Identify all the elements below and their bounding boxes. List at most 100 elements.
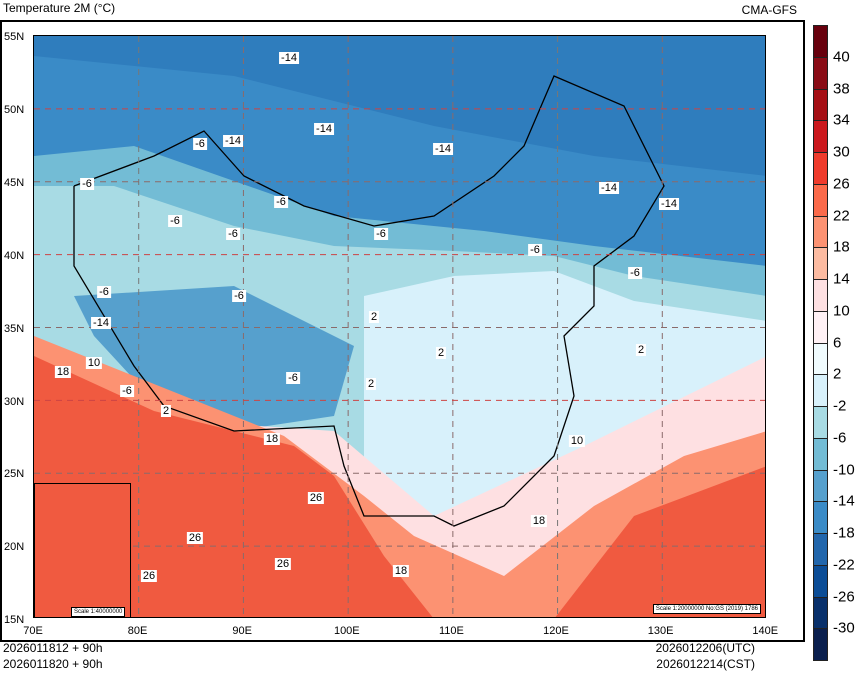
contour-label: -6 xyxy=(628,267,642,279)
colorbar-swatch xyxy=(813,56,828,90)
contour-label: -6 xyxy=(226,228,240,240)
colorbar-swatch xyxy=(813,247,828,280)
contour-label: 10 xyxy=(568,435,586,447)
valid-time-utc: 2026012206(UTC) xyxy=(655,641,755,655)
colorbar-label: -2 xyxy=(833,397,847,415)
contour-label: -6 xyxy=(120,385,134,397)
contour-label: -14 xyxy=(91,317,111,329)
colorbar-swatch xyxy=(813,533,828,566)
colorbar-label: -6 xyxy=(833,429,847,447)
contour-label: -6 xyxy=(168,215,182,227)
colorbar-label: 14 xyxy=(833,270,850,288)
colorbar-swatch xyxy=(813,628,828,661)
colorbar-label: 10 xyxy=(833,302,850,320)
contour-label: 2 xyxy=(435,347,447,359)
contour-label: -14 xyxy=(223,135,243,147)
latitude-label: 45N xyxy=(4,176,25,189)
colorbar-swatch xyxy=(813,437,828,471)
inset-scale: Scale 1:40000000 xyxy=(71,607,126,617)
colorbar-swatch xyxy=(813,152,828,185)
colorbar-swatch xyxy=(813,501,828,534)
contour-label: 18 xyxy=(263,433,281,445)
zone-26-east xyxy=(555,466,765,617)
map-scale-note: Scale 1:20000000 No:GS (2019) 1786 xyxy=(652,604,761,614)
colorbar-swatch xyxy=(813,342,828,376)
tibet-cold-zone xyxy=(74,286,354,431)
colorbar-label: 40 xyxy=(833,48,850,66)
contour-label: 2 xyxy=(368,311,380,323)
temperature-field xyxy=(34,36,765,617)
longitude-label: 80E xyxy=(127,625,148,637)
contour-label: -6 xyxy=(286,372,300,384)
valid-time-cst: 2026012214(CST) xyxy=(656,657,755,671)
init-time-utc: 2026011812 + 90h xyxy=(3,641,103,655)
latitude-label: 15N xyxy=(4,614,25,627)
contour-label: 2 xyxy=(635,344,647,356)
longitude-label: 120E xyxy=(543,625,569,637)
colorbar-label: -30 xyxy=(833,619,855,637)
contour-label: 2 xyxy=(365,378,377,390)
contour-label: -6 xyxy=(80,178,94,190)
contour-label: 2 xyxy=(160,405,172,417)
contour-label: -14 xyxy=(433,143,453,155)
contour-label: -14 xyxy=(314,123,334,135)
contour-label: 18 xyxy=(54,366,72,378)
longitude-label: 130E xyxy=(647,625,674,637)
colorbar-label: -14 xyxy=(833,492,855,510)
latitude-label: 20N xyxy=(4,541,25,554)
colorbar-swatch xyxy=(813,120,828,153)
longitude-label: 100E xyxy=(333,625,360,637)
china-border xyxy=(73,75,665,527)
colorbar-swatch xyxy=(813,183,828,217)
colorbar-swatch xyxy=(813,406,828,439)
colorbar-label: 26 xyxy=(833,175,850,193)
contour-label: 10 xyxy=(85,357,103,369)
init-time-cst: 2026011820 + 90h xyxy=(3,657,103,671)
colorbar-swatch xyxy=(813,25,828,58)
contour-label: 26 xyxy=(186,532,204,544)
colorbar-label: -22 xyxy=(833,556,855,574)
temperature-map: Scale 1:40000000 Scale 1:20000000 No:GS … xyxy=(33,35,766,618)
map-frame xyxy=(0,20,805,642)
colorbar-label: -10 xyxy=(833,461,855,478)
colorbar-label: 18 xyxy=(833,238,850,256)
colorbar-swatch xyxy=(813,88,828,122)
zone-26-west xyxy=(34,356,433,617)
contour-label: -14 xyxy=(659,198,679,210)
contour-label: -6 xyxy=(274,196,288,208)
longitude-label: 110E xyxy=(438,625,464,637)
longitude-label: 90E xyxy=(232,625,252,637)
latitude-label: 40N xyxy=(4,249,25,262)
colorbar-label: 22 xyxy=(833,207,850,224)
colorbar-label: 2 xyxy=(833,365,842,383)
contour-label: -14 xyxy=(599,182,619,194)
model-name: CMA-GFS xyxy=(741,3,797,17)
colorbar-swatch xyxy=(813,564,828,598)
longitude-label: 140E xyxy=(752,625,779,637)
colorbar-swatch xyxy=(813,469,828,503)
contour-label: 26 xyxy=(307,492,325,504)
contour-label: 26 xyxy=(140,570,158,582)
contour-label: -14 xyxy=(279,52,299,64)
contour-label: -6 xyxy=(232,290,246,302)
latitude-label: 55N xyxy=(4,31,25,43)
latitude-label: 30N xyxy=(4,395,25,408)
latitude-label: 25N xyxy=(4,468,25,481)
contour-label: -6 xyxy=(374,228,388,240)
contour-label: -6 xyxy=(193,138,207,150)
colorbar-label: 6 xyxy=(833,334,842,351)
contour-label: -6 xyxy=(97,286,111,298)
contour-label: -6 xyxy=(528,244,542,256)
colorbar-label: 38 xyxy=(833,80,850,97)
colorbar-swatch xyxy=(813,279,828,312)
colorbar-swatch xyxy=(813,310,828,344)
longitude-label: 70E xyxy=(23,625,43,637)
south-china-sea-inset: Scale 1:40000000 xyxy=(34,483,131,617)
contour-label: 18 xyxy=(392,565,410,577)
colorbar-swatch xyxy=(813,374,828,407)
contour-label: 26 xyxy=(274,558,292,570)
colorbar-swatch xyxy=(813,596,828,630)
contour-label: 18 xyxy=(530,515,548,527)
colorbar-swatch xyxy=(813,215,828,249)
latitude-label: 50N xyxy=(4,103,25,116)
